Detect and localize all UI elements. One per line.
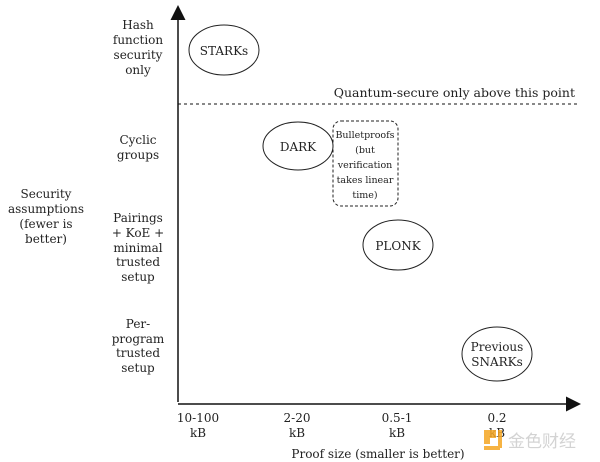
x-tick: 0.5-1 [382, 411, 413, 425]
svg-text:Security: Security [21, 187, 72, 201]
svg-text:function: function [113, 33, 164, 47]
watermark-logo: 金色财经 [484, 430, 576, 452]
svg-text:Bulletproofs: Bulletproofs [335, 130, 394, 141]
svg-text:SNARKs: SNARKs [471, 355, 523, 369]
svg-text:trusted: trusted [116, 346, 160, 360]
svg-text:groups: groups [117, 148, 159, 162]
y-level-pairings: Pairings + KoE + minimal trusted setup [112, 211, 164, 284]
node-previous-snarks: Previous SNARKs [461, 326, 533, 382]
svg-text:+ KoE +: + KoE + [112, 226, 164, 240]
svg-text:only: only [125, 63, 151, 77]
svg-text:program: program [112, 332, 165, 346]
svg-text:Hash: Hash [122, 18, 154, 32]
x-tick: 10-100 [177, 411, 219, 425]
y-level-cyclic: Cyclic groups [117, 133, 159, 162]
svg-text:STARKs: STARKs [200, 44, 248, 58]
svg-text:(fewer is: (fewer is [19, 217, 72, 231]
y-level-per-program: Per- program trusted setup [112, 317, 165, 375]
svg-text:PLONK: PLONK [375, 239, 421, 253]
svg-text:金色财经: 金色财经 [508, 432, 576, 452]
svg-text:Previous: Previous [471, 340, 524, 354]
svg-text:minimal: minimal [113, 241, 162, 255]
svg-text:takes linear: takes linear [337, 175, 394, 186]
node-bulletproofs: Bulletproofs (but verification takes lin… [332, 120, 399, 207]
svg-text:setup: setup [121, 270, 155, 284]
svg-text:DARK: DARK [280, 140, 317, 154]
svg-text:assumptions: assumptions [8, 202, 84, 216]
svg-text:trusted: trusted [116, 255, 160, 269]
threshold-label: Quantum-secure only above this point [334, 85, 575, 100]
svg-text:security: security [114, 48, 163, 62]
node-dark: DARK [262, 121, 334, 171]
x-tick: 0.2 [487, 411, 506, 425]
svg-text:verification: verification [337, 160, 393, 171]
x-tick: kB [389, 426, 405, 440]
node-plonk: PLONK [362, 219, 434, 271]
x-tick: kB [190, 426, 206, 440]
x-axis-title: Proof size (smaller is better) [291, 447, 464, 461]
x-tick: kB [289, 426, 305, 440]
x-ticks: 10-100 kB 2-20 kB 0.5-1 kB 0.2 kB [177, 411, 507, 440]
node-starks: STARKs [188, 24, 260, 76]
y-level-hash: Hash function security only [113, 18, 164, 77]
x-tick: 2-20 [284, 411, 311, 425]
svg-text:time): time) [352, 190, 377, 201]
svg-text:(but: (but [355, 145, 375, 156]
svg-text:better): better) [25, 232, 67, 246]
y-axis-title: Security assumptions (fewer is better) [8, 187, 84, 246]
svg-text:Pairings: Pairings [113, 211, 163, 225]
svg-text:setup: setup [121, 361, 155, 375]
svg-text:Per-: Per- [126, 317, 150, 331]
svg-text:Cyclic: Cyclic [119, 133, 156, 147]
